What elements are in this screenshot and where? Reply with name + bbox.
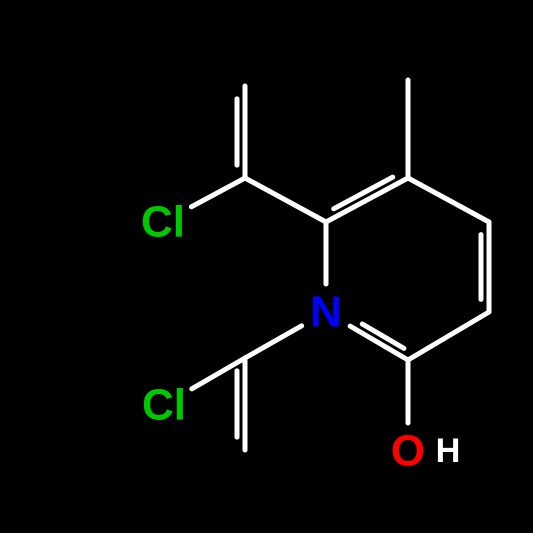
molecule-diagram: N OH Cl Cl [0, 0, 533, 533]
atom-cl-label: Cl [141, 198, 185, 247]
atom-n-label: N [310, 288, 342, 337]
atom-labels-layer: N OH Cl Cl [141, 198, 460, 476]
atom-o-label: O [391, 427, 425, 476]
atom-cl-label: Cl [142, 381, 186, 430]
bonds-layer [191, 80, 489, 450]
atom-h-label: H [436, 432, 461, 470]
